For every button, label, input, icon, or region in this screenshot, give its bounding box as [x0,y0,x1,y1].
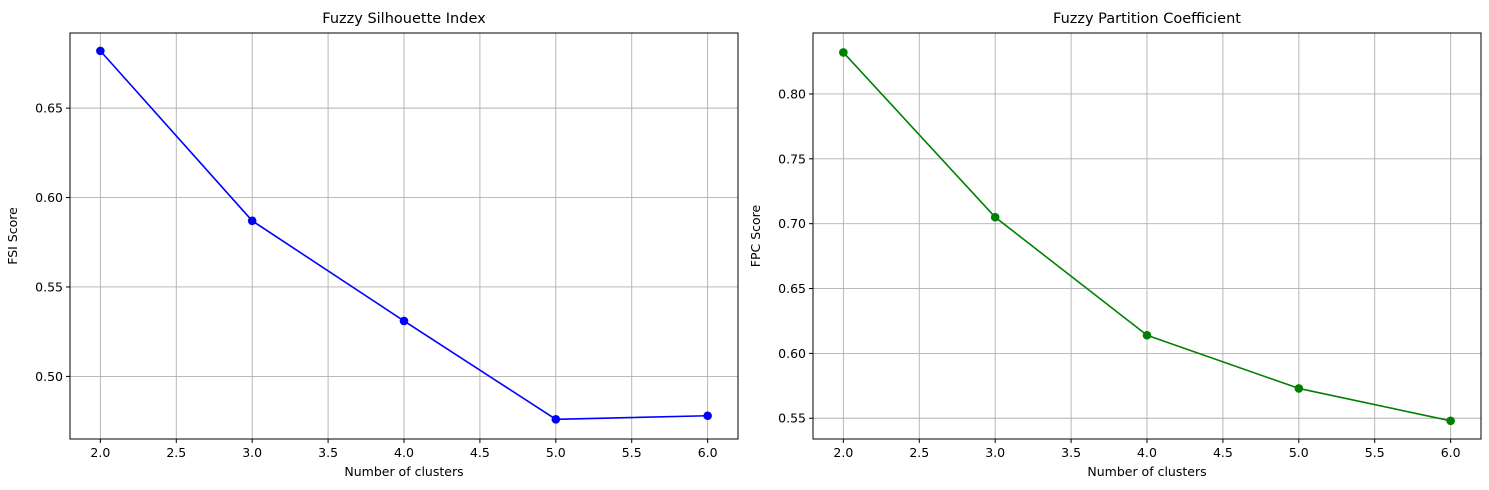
left-x-axis-label: Number of clusters [344,464,463,479]
right-y-tick-label: 0.75 [778,151,806,166]
right-y-tick-label: 0.55 [778,411,806,426]
left-data-point [703,411,712,421]
right-x-tick-label: 2.5 [909,445,929,460]
left-x-tick-label: 5.5 [622,445,642,460]
left-y-axis-label: FSI Score [5,207,20,265]
right-chart: 2.0 2.5 3.0 3.5 4.0 4.5 5.0 5.5 6.0 0.55 0.60 0.65 0… [748,11,1482,479]
left-plot-frame [69,32,739,440]
left-data-point [551,415,561,424]
right-x-tick-label: 6.0 [1441,445,1461,460]
left-chart: 2.0 2.5 3.0 3.5 4.0 4.5 5.0 5.5 6.0 0.50 0.55 0.60 0… [5,11,739,479]
left-chart-title: Fuzzy Silhouette Index [322,11,486,27]
left-x-tick-label: 3.5 [318,445,338,460]
right-x-tick-label: 4.0 [1137,445,1157,460]
left-x-tick-label: 2.5 [166,445,186,460]
left-x-tick-label: 4.5 [470,445,490,460]
left-data-point [247,216,257,226]
right-data-point [839,48,848,57]
left-y-tick-label: 0.60 [35,190,63,205]
left-x-tick-label: 2.0 [90,445,110,460]
right-x-tick-label: 5.5 [1365,445,1385,460]
left-data-point [399,316,409,326]
left-x-tick-label: 3.0 [242,445,262,460]
left-x-tick-label: 6.0 [698,445,718,460]
left-y-tick-label: 0.55 [35,279,63,294]
right-x-tick-label: 3.5 [1061,445,1081,460]
right-plot-frame [812,32,1482,440]
right-data-point [990,212,1000,222]
right-y-axis-label: FPC Score [748,204,763,267]
right-x-tick-label: 4.5 [1213,445,1233,460]
left-data-point [96,46,105,56]
right-y-tick-label: 0.80 [778,86,806,101]
right-data-point [1446,416,1455,426]
right-y-tick-label: 0.60 [778,346,806,361]
left-y-tick-label: 0.65 [35,101,63,116]
right-x-tick-label: 5.0 [1289,445,1309,460]
right-x-axis-label: Number of clusters [1087,464,1206,479]
right-data-point [1294,384,1304,393]
right-y-tick-label: 0.70 [778,216,806,231]
right-y-tick-label: 0.65 [778,281,806,296]
left-x-tick-label: 5.0 [546,445,566,460]
left-x-tick-label: 4.0 [394,445,414,460]
right-x-tick-label: 3.0 [985,445,1005,460]
left-y-tick-label: 0.50 [35,369,63,384]
right-chart-title: Fuzzy Partition Coefficient [1053,11,1241,27]
right-data-point [1142,330,1152,340]
right-x-tick-label: 2.0 [833,445,853,460]
